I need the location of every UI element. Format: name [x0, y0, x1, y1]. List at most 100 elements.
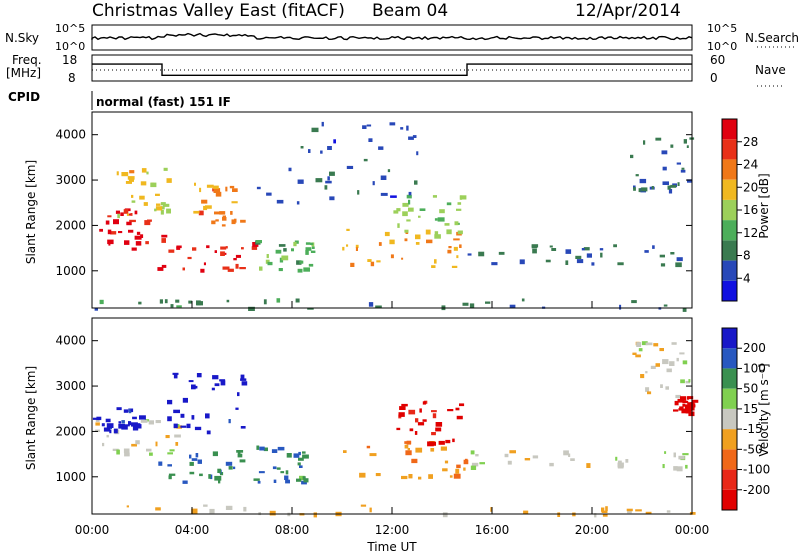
velocity-cell: [645, 371, 648, 374]
velocity-cell: [182, 397, 188, 403]
power-cell: [194, 182, 196, 186]
velocity-cell: [130, 409, 133, 412]
power-cell: [333, 139, 336, 144]
power-cell: [478, 251, 485, 257]
power-cell: [308, 149, 311, 153]
velocity-cell: [570, 458, 575, 461]
power-cell: [120, 212, 124, 216]
velocity-cell: [233, 466, 236, 470]
power-colorbar: 28 24 20 16 12 8 4: [721, 118, 758, 302]
velocity-cell: [167, 452, 173, 455]
power-cell: [310, 250, 316, 253]
velocity-cell: [284, 475, 289, 480]
power-cell: [213, 188, 221, 193]
nsky-strip: N.Sky 10^5 10^0 10^5 10^0 N.Search: [5, 22, 799, 53]
velocity-cell: [240, 426, 246, 429]
colorbar-tick-label: 20: [743, 180, 758, 194]
power-cell: [182, 267, 185, 271]
velocity-cell: [509, 450, 516, 454]
colorbar-tick-label: -200: [743, 483, 770, 497]
power-cell: [291, 248, 294, 252]
velocity-cell: [253, 478, 260, 481]
power-cell: [532, 248, 537, 254]
power-cell: [266, 192, 272, 196]
power-cell: [166, 178, 172, 183]
velocity-cell: [366, 445, 371, 449]
velocity-cell: [666, 510, 671, 513]
power-cell: [402, 211, 408, 217]
velocity-cell: [243, 506, 247, 512]
power-cell: [256, 186, 261, 190]
power-cell: [661, 150, 668, 155]
power-cell: [157, 267, 164, 271]
power-cell: [393, 210, 399, 214]
power-cell: [128, 178, 134, 182]
power-cell: [565, 260, 569, 265]
power-cell: [372, 181, 375, 186]
power-cell: [118, 231, 123, 234]
power-cell: [206, 184, 214, 188]
power-cell: [459, 195, 467, 200]
power-cell: [231, 201, 238, 204]
velocity-cell: [277, 446, 285, 451]
power-cell: [231, 219, 236, 225]
power-cell: [454, 221, 459, 226]
velocity-cell: [169, 449, 175, 452]
velocity-cell: [618, 460, 622, 465]
velocity-cell: [102, 442, 105, 447]
power-cell: [127, 213, 133, 216]
velocity-cell: [463, 459, 469, 465]
colorbar-swatch: [722, 328, 737, 349]
power-cell: [635, 174, 639, 177]
power-cell: [311, 246, 315, 249]
power-cell: [145, 241, 149, 245]
colorbar-tick-label: 16: [743, 203, 758, 217]
power-cell: [397, 223, 400, 228]
power-cell: [176, 245, 182, 249]
power-cell: [176, 305, 182, 308]
velocity-cell: [172, 372, 179, 375]
freq-label-2: [MHz]: [6, 66, 41, 80]
power-cell: [220, 251, 225, 256]
power-cell: [633, 187, 636, 191]
power-cell: [311, 127, 319, 133]
velocity-cell: [430, 441, 436, 446]
date-title: 12/Apr/2014: [575, 1, 681, 21]
power-cell: [203, 262, 206, 266]
velocity-cell: [401, 403, 408, 407]
velocity-cell: [95, 419, 100, 422]
velocity-cell: [471, 462, 479, 467]
velocity-cell: [678, 408, 682, 411]
power-cell: [275, 249, 282, 254]
power-cell: [187, 256, 192, 260]
power-cell: [134, 235, 142, 240]
velocity-cell: [158, 461, 163, 466]
velocity-cell: [414, 431, 418, 435]
power-cell: [581, 248, 585, 251]
power-cell: [444, 223, 450, 226]
power-cell: [583, 247, 590, 251]
y-tick-label: 4000: [55, 128, 86, 142]
power-cell: [419, 208, 426, 211]
velocity-cell: [445, 439, 451, 444]
velocity-cell: [191, 458, 198, 461]
power-cell: [305, 250, 309, 255]
power-cell: [681, 167, 685, 170]
power-cell: [211, 220, 216, 225]
power-cell: [457, 230, 463, 235]
power-cell: [662, 166, 667, 171]
power-cell: [355, 247, 358, 251]
power-cell: [380, 175, 387, 180]
velocity-cell: [132, 416, 137, 420]
power-cell: [305, 242, 311, 245]
velocity-cell: [504, 453, 509, 458]
velocity-cell: [197, 459, 202, 464]
power-cell: [138, 301, 142, 305]
velocity-cell: [680, 379, 685, 384]
velocity-cell: [191, 415, 195, 420]
velocity-cell: [302, 454, 309, 459]
velocity-cell: [116, 407, 122, 411]
velocity-cell: [684, 406, 691, 411]
power-cell: [276, 298, 281, 303]
velocity-cell: [470, 465, 477, 470]
